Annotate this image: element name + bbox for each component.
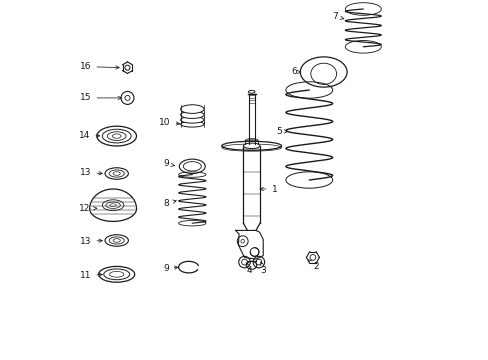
Text: 2: 2 bbox=[307, 260, 318, 271]
Ellipse shape bbox=[246, 261, 256, 269]
Ellipse shape bbox=[180, 121, 203, 127]
Text: 12: 12 bbox=[79, 204, 97, 213]
Ellipse shape bbox=[222, 141, 281, 150]
Text: 9: 9 bbox=[163, 264, 178, 273]
Text: 13: 13 bbox=[80, 237, 102, 246]
Text: 6: 6 bbox=[291, 68, 300, 77]
Ellipse shape bbox=[180, 111, 203, 118]
Ellipse shape bbox=[180, 105, 203, 113]
Text: 16: 16 bbox=[80, 62, 119, 71]
Text: 15: 15 bbox=[80, 94, 121, 102]
Ellipse shape bbox=[243, 143, 260, 148]
Ellipse shape bbox=[248, 90, 254, 93]
Ellipse shape bbox=[180, 117, 203, 123]
Text: 8: 8 bbox=[163, 199, 176, 208]
Text: 4: 4 bbox=[245, 263, 251, 275]
Text: 13: 13 bbox=[80, 168, 102, 177]
Text: 1: 1 bbox=[260, 184, 277, 194]
Text: 7: 7 bbox=[332, 12, 343, 21]
Text: 5: 5 bbox=[276, 127, 287, 136]
Text: 14: 14 bbox=[79, 130, 100, 139]
Text: 11: 11 bbox=[80, 271, 102, 280]
Text: 9: 9 bbox=[163, 159, 174, 168]
Text: 3: 3 bbox=[260, 262, 266, 275]
Text: 10: 10 bbox=[159, 118, 179, 127]
